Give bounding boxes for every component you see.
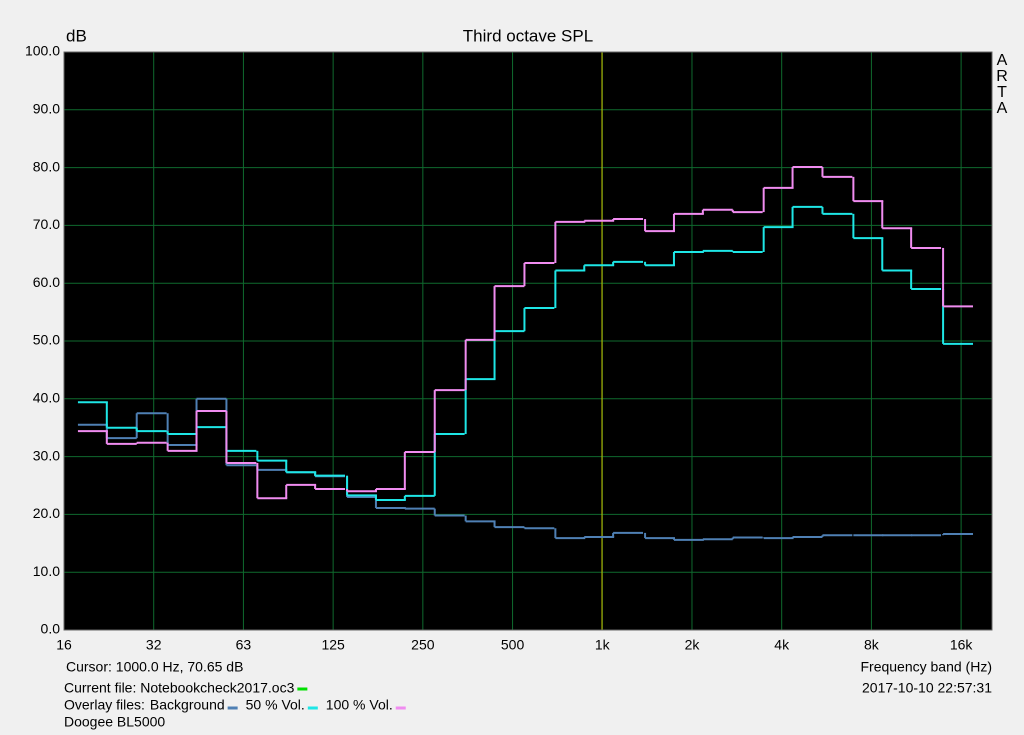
x-tick-label: 500	[501, 637, 525, 653]
device-name: Doogee BL5000	[64, 714, 165, 730]
x-tick-label: 125	[321, 637, 345, 653]
x-tick-label: 4k	[774, 637, 790, 653]
y-tick-label: 100.0	[25, 43, 60, 59]
chart-title: Third octave SPL	[463, 26, 593, 45]
cursor-readout: Cursor: 1000.0 Hz, 70.65 dB	[66, 659, 243, 675]
x-tick-label: 32	[146, 637, 162, 653]
legend-label: 50 % Vol.	[246, 697, 305, 713]
plot-border	[63, 51, 993, 631]
series-line	[77, 166, 973, 500]
y-axis-label: dB	[66, 26, 87, 45]
x-tick-label: 63	[236, 637, 252, 653]
current-file: Current file: Notebookcheck2017.oc3	[64, 680, 295, 696]
y-tick-label: 10.0	[33, 563, 60, 579]
x-tick-label: 1k	[595, 637, 611, 653]
y-tick-label: 0.0	[41, 621, 61, 637]
y-tick-label: 50.0	[33, 332, 60, 348]
x-tick-label: 2k	[685, 637, 701, 653]
brand-letter: T	[997, 84, 1007, 101]
y-tick-label: 70.0	[33, 216, 60, 232]
y-tick-label: 80.0	[33, 158, 60, 174]
x-tick-label: 16	[56, 637, 72, 653]
x-axis-label: Frequency band (Hz)	[860, 659, 992, 675]
legend-label: 100 % Vol.	[326, 697, 393, 713]
brand-letter: A	[997, 100, 1008, 117]
brand-letter: R	[996, 68, 1008, 85]
y-tick-label: 60.0	[33, 274, 60, 290]
y-tick-label: 30.0	[33, 447, 60, 463]
x-tick-label: 8k	[864, 637, 880, 653]
y-tick-label: 40.0	[33, 390, 60, 406]
legend-label: Background	[150, 697, 225, 713]
brand-letter: A	[997, 52, 1008, 69]
series-line	[77, 205, 973, 501]
overlay-label: Overlay files:	[64, 697, 145, 713]
timestamp: 2017-10-10 22:57:31	[862, 680, 992, 696]
y-tick-label: 20.0	[33, 505, 60, 521]
x-tick-label: 16k	[950, 637, 974, 653]
x-tick-label: 250	[411, 637, 435, 653]
y-tick-label: 90.0	[33, 101, 60, 117]
